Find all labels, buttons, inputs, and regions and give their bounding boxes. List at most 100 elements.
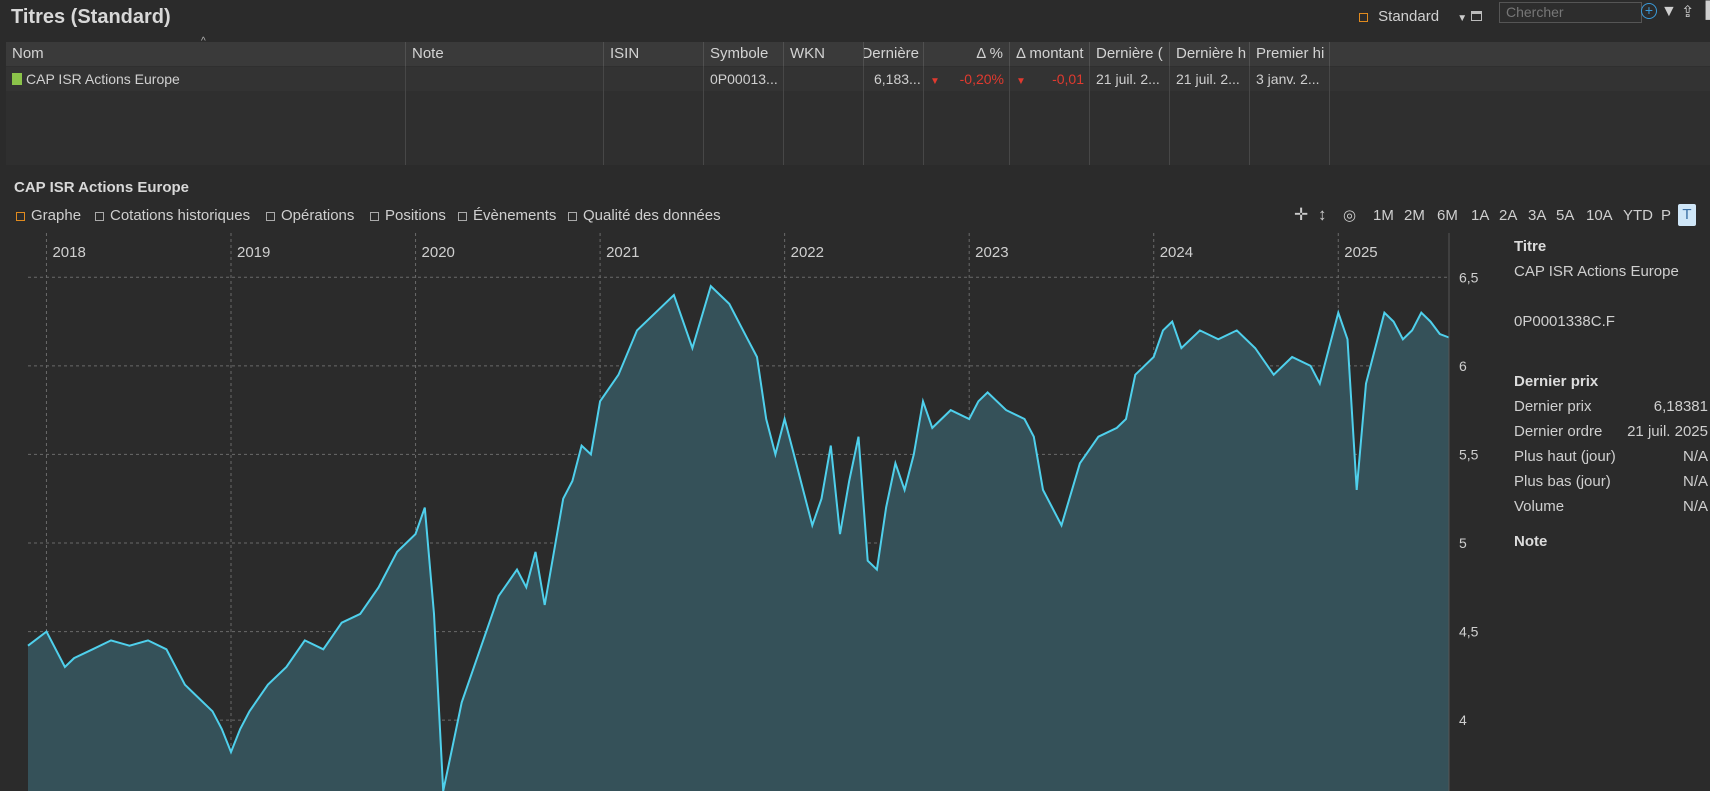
col-header-last-date[interactable]: Dernière ( — [1090, 42, 1170, 66]
col-header-last[interactable]: Dernière — [864, 42, 924, 66]
add-icon[interactable]: + — [1641, 3, 1657, 19]
range-10a[interactable]: 10A — [1586, 207, 1613, 224]
table-row[interactable] — [6, 67, 1710, 91]
price-line — [27, 284, 1450, 791]
col-header-first-h[interactable]: Premier hi — [1250, 42, 1330, 66]
tab-events-label: Évènements — [473, 207, 557, 224]
export-icon[interactable]: ⇪ — [1681, 4, 1695, 21]
hide-icon[interactable]: ◎ — [1343, 207, 1357, 224]
more-icon[interactable]: ▐ — [1700, 2, 1710, 19]
tab-positions-label: Positions — [385, 207, 446, 224]
window-title: Titres (Standard) — [11, 6, 171, 28]
tab-events[interactable]: Évènements — [458, 207, 556, 224]
price-area — [28, 286, 1449, 791]
tab-data-quality-label: Qualité des données — [583, 207, 721, 224]
side-note-heading: Note — [1514, 533, 1548, 550]
range-1a[interactable]: 1A — [1471, 207, 1490, 224]
tab-historical-quotes-label: Cotations historiques — [110, 207, 251, 224]
graph-icon — [16, 211, 25, 221]
side-price-heading: Dernier prix — [1514, 373, 1599, 390]
view-label: Standard — [1378, 8, 1440, 25]
side-row-value: N/A — [1682, 448, 1708, 465]
search-input[interactable]: Chercher — [1499, 2, 1642, 23]
cell-last-date: 21 juil. 2... — [1096, 71, 1160, 87]
side-security-name: CAP ISR Actions Europe — [1514, 263, 1679, 280]
tab-data-quality[interactable]: Qualité des données — [568, 207, 721, 224]
filter-icon[interactable]: ▼ — [1661, 3, 1677, 20]
side-row-label: Volume — [1514, 498, 1565, 515]
range-p[interactable]: P — [1661, 207, 1672, 224]
quotes-icon — [95, 211, 104, 221]
detail-title: CAP ISR Actions Europe — [14, 179, 190, 196]
tab-graph[interactable]: Graphe — [16, 207, 81, 224]
y-tick-label: 5 — [1459, 535, 1467, 551]
y-tick-label: 4,5 — [1459, 624, 1479, 640]
table-header: Nom ^ Note ISIN Symbole WKN Dernière Δ %… — [6, 36, 1710, 66]
cell-name[interactable]: CAP ISR Actions Europe — [6, 67, 406, 91]
side-row-value: 6,18381 — [1653, 398, 1708, 415]
tab-positions[interactable]: Positions — [370, 207, 446, 224]
y-tick-label: 4 — [1459, 712, 1467, 728]
down-arrow-icon: ▼ — [1016, 76, 1026, 87]
x-tick-label: 2018 — [52, 244, 85, 261]
cell-last: 6,183... — [874, 71, 921, 87]
range-2a[interactable]: 2A — [1499, 207, 1518, 224]
view-icon — [1359, 12, 1368, 22]
col-header-name[interactable]: Nom — [6, 42, 406, 66]
range-1m[interactable]: 1M — [1373, 207, 1394, 224]
document-icon — [12, 73, 22, 85]
x-tick-label: 2021 — [606, 244, 639, 261]
x-tick-label: 2022 — [791, 244, 824, 261]
side-title-heading: Titre — [1514, 238, 1547, 255]
tab-historical-quotes[interactable]: Cotations historiques — [95, 207, 250, 224]
range-3a[interactable]: 3A — [1528, 207, 1547, 224]
price-chart[interactable]: 2018 2019 2020 2021 2022 2023 2024 2025 6,5 6 5,5… — [0, 233, 1505, 791]
range-t[interactable]: T — [1678, 204, 1696, 226]
side-symbol: 0P0001338C.F — [1514, 313, 1615, 330]
view-selector[interactable]: Standard ▼ — [1359, 8, 1467, 25]
cell-last-h: 21 juil. 2... — [1176, 71, 1240, 87]
side-row-label: Plus haut (jour) — [1514, 448, 1616, 465]
x-tick-label: 2023 — [975, 244, 1008, 261]
events-icon — [458, 211, 467, 221]
data-quality-icon — [568, 211, 577, 221]
cell-wkn — [784, 67, 864, 91]
y-tick-label: 6 — [1459, 358, 1467, 374]
cell-delta-amt-text: -0,01 — [1052, 71, 1084, 87]
chevron-down-icon: ▼ — [1457, 13, 1468, 24]
col-header-isin[interactable]: ISIN — [604, 42, 704, 66]
cell-symbol: 0P00013... — [710, 71, 778, 87]
cell-first-h: 3 janv. 2... — [1256, 71, 1320, 87]
col-header-delta-pct[interactable]: Δ % — [924, 42, 1010, 66]
col-header-symbol[interactable]: Symbole — [704, 42, 784, 66]
y-tick-label: 5,5 — [1459, 446, 1479, 462]
col-header-last-h[interactable]: Dernière h — [1170, 42, 1250, 66]
down-arrow-icon: ▼ — [930, 76, 940, 87]
col-header-delta-amt[interactable]: Δ montant — [1010, 42, 1090, 66]
x-tick-label: 2019 — [237, 244, 270, 261]
side-row-value: 21 juil. 2025 — [1627, 423, 1708, 440]
y-tick-label: 6,5 — [1459, 269, 1479, 285]
side-row-label: Plus bas (jour) — [1514, 473, 1611, 490]
range-6m[interactable]: 6M — [1437, 207, 1458, 224]
range-2m[interactable]: 2M — [1404, 207, 1425, 224]
side-row-value: N/A — [1682, 473, 1708, 490]
tab-operations[interactable]: Opérations — [266, 207, 354, 224]
sort-asc-icon: ^ — [201, 36, 206, 47]
vertical-scale-icon[interactable]: ↕ — [1318, 205, 1327, 224]
side-row-value: N/A — [1682, 498, 1708, 515]
range-ytd[interactable]: YTD — [1623, 207, 1653, 224]
tab-graph-label: Graphe — [31, 207, 82, 224]
crosshair-icon[interactable]: ✛ — [1294, 205, 1309, 224]
col-header-note[interactable]: Note — [406, 42, 604, 66]
securities-table: Nom ^ Note ISIN Symbole WKN Dernière Δ %… — [6, 36, 1710, 165]
range-5a[interactable]: 5A — [1556, 207, 1575, 224]
positions-icon — [370, 211, 379, 221]
cell-note — [406, 67, 604, 91]
side-row-label: Dernier prix — [1514, 398, 1592, 415]
window-icon[interactable] — [1471, 11, 1482, 21]
x-tick-label: 2024 — [1160, 244, 1193, 261]
tab-operations-label: Opérations — [281, 207, 355, 224]
x-tick-label: 2020 — [422, 244, 455, 261]
col-header-wkn[interactable]: WKN — [784, 42, 864, 66]
